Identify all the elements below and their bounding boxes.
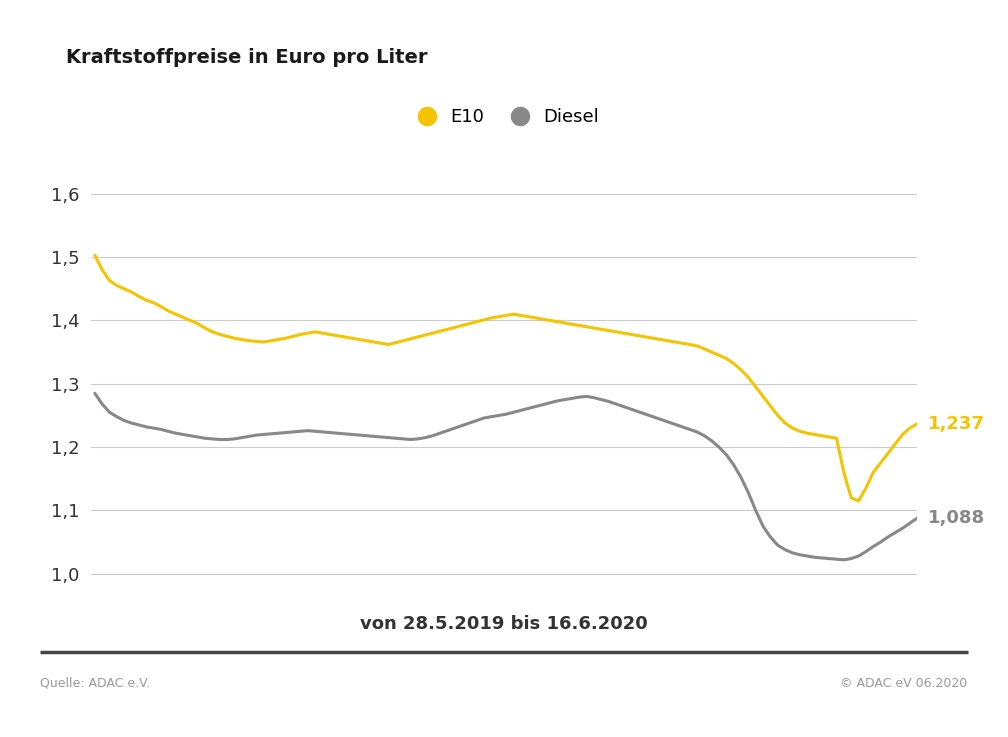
Text: 1,237: 1,237 [928,415,985,433]
Text: Quelle: ADAC e.V.: Quelle: ADAC e.V. [40,677,150,690]
Text: © ADAC eV 06.2020: © ADAC eV 06.2020 [841,677,968,690]
Text: von 28.5.2019 bis 16.6.2020: von 28.5.2019 bis 16.6.2020 [360,615,648,633]
Text: Kraftstoffpreise in Euro pro Liter: Kraftstoffpreise in Euro pro Liter [66,48,427,67]
Text: 1,088: 1,088 [928,509,986,527]
Legend: E10, Diesel: E10, Diesel [401,101,607,133]
